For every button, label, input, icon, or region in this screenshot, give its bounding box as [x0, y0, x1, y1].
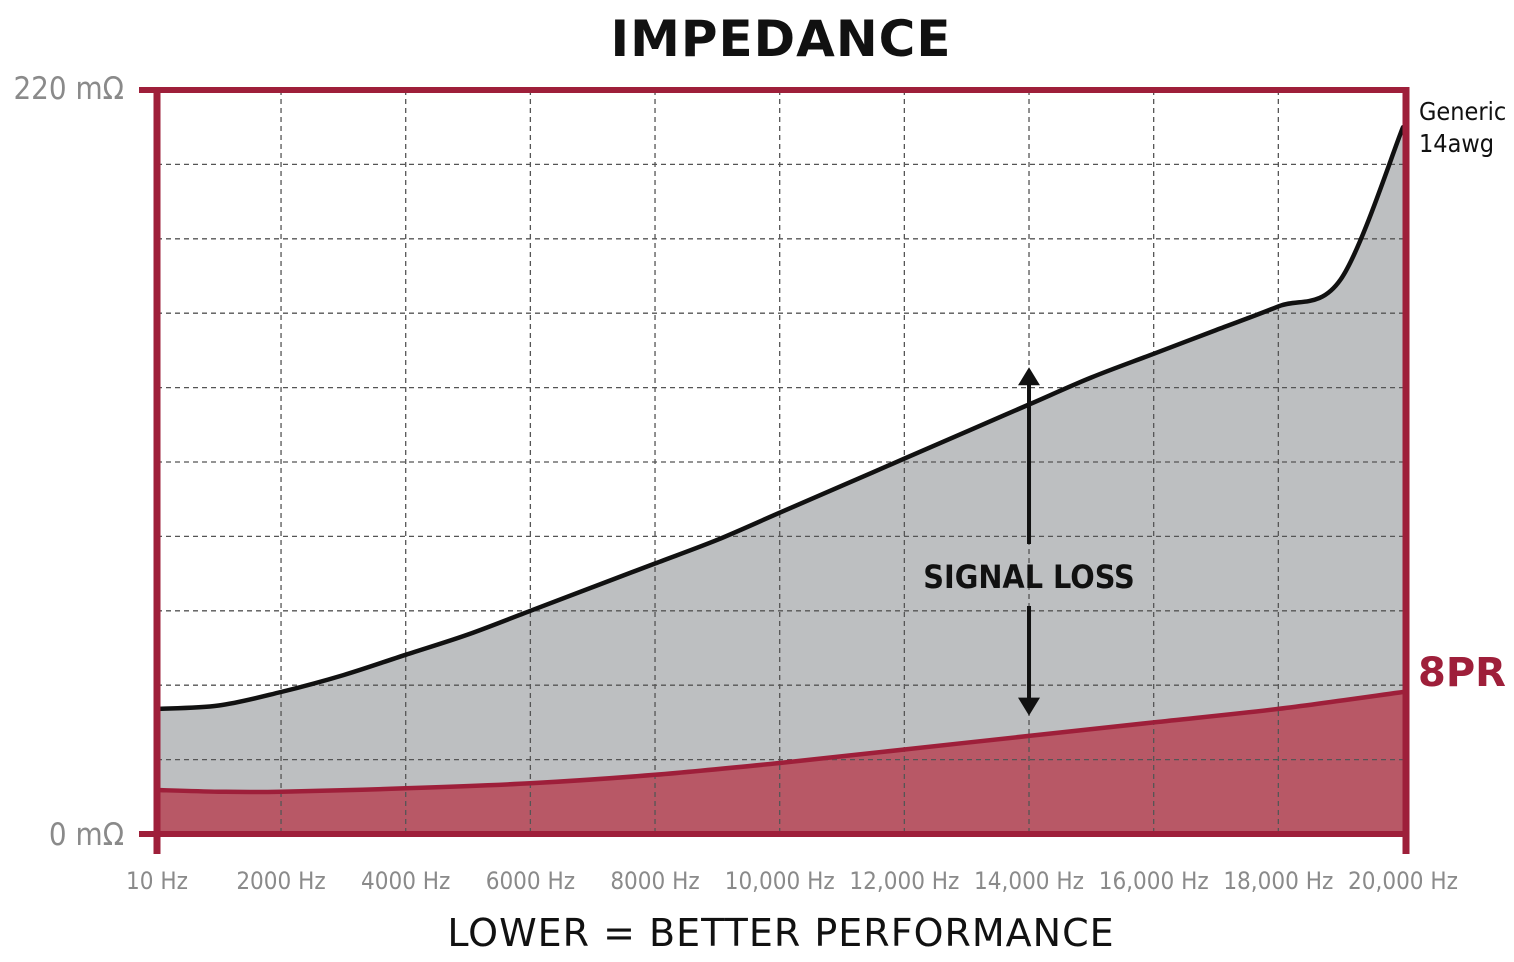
- x-tick-label: 10 Hz: [126, 867, 188, 895]
- series-label-8pr: 8PR: [1418, 650, 1506, 696]
- series-label-generic-line: Generic: [1419, 97, 1506, 126]
- grid: [157, 90, 1403, 834]
- chart-title: IMPEDANCE: [610, 10, 951, 68]
- x-tick-label: 14,000 Hz: [974, 867, 1084, 895]
- x-tick-label: 20,000 Hz: [1348, 867, 1458, 895]
- x-tick-label: 8000 Hz: [610, 867, 699, 895]
- annotation-arrow-down-head: [1018, 697, 1041, 716]
- x-tick-label: 18,000 Hz: [1223, 867, 1333, 895]
- x-tick-label: 10,000 Hz: [725, 867, 835, 895]
- x-axis-ticks: 10 Hz 2000 Hz 4000 Hz 6000 Hz 8000 Hz 10,000 …: [126, 867, 1458, 895]
- x-tick-label: 4000 Hz: [361, 867, 450, 895]
- series-labels: Generic 14awg 8PR: [1418, 97, 1506, 696]
- series-lines: [154, 124, 1406, 795]
- x-tick-label: 16,000 Hz: [1099, 867, 1209, 895]
- y-axis-max-label: 220 mΩ: [13, 71, 124, 107]
- x-tick-label: 6000 Hz: [486, 867, 575, 895]
- x-tick-label: 2000 Hz: [236, 867, 325, 895]
- chart-caption: LOWER = BETTER PERFORMANCE: [447, 911, 1114, 955]
- series-area-0: [157, 127, 1403, 834]
- x-tick-label: 12,000 Hz: [849, 867, 959, 895]
- series-label-generic-line: 14awg: [1419, 129, 1494, 158]
- y-axis-min-label: 0 mΩ: [49, 817, 124, 853]
- annotation-arrow-up-head: [1018, 367, 1041, 386]
- signal-loss-annotation: SIGNAL LOSS: [923, 367, 1135, 716]
- plot-frame: [139, 87, 1410, 854]
- series-line-0: [154, 124, 1406, 712]
- series-line-1: [154, 689, 1406, 795]
- annotation-label: SIGNAL LOSS: [923, 558, 1135, 596]
